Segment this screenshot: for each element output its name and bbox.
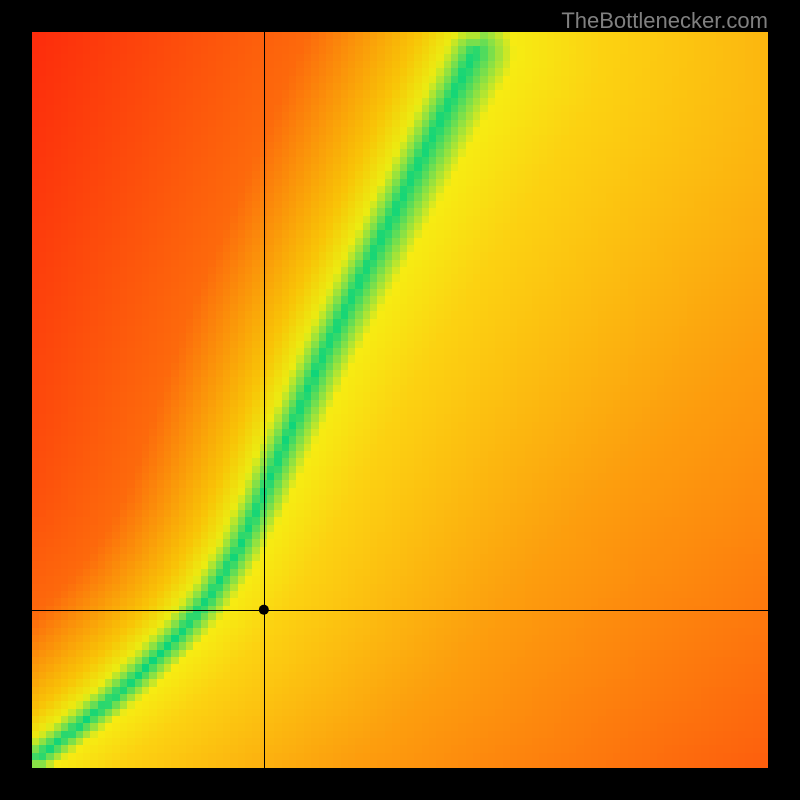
heatmap-canvas	[32, 32, 768, 768]
heatmap-plot	[32, 32, 768, 768]
watermark-text: TheBottlenecker.com	[561, 8, 768, 34]
